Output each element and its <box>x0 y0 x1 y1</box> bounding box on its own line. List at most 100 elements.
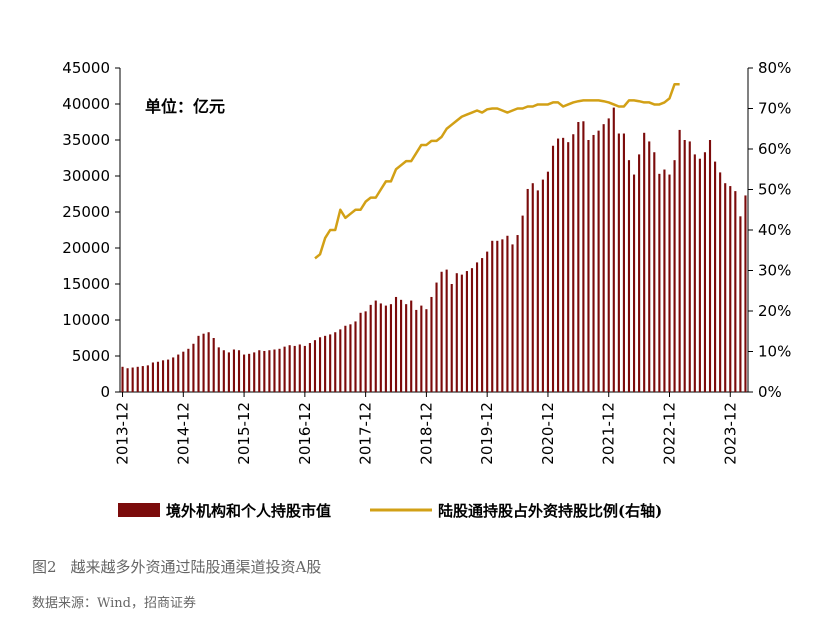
bar <box>734 191 737 392</box>
bar <box>141 366 144 392</box>
bar <box>177 354 180 392</box>
bar <box>339 329 342 392</box>
bar <box>541 179 544 392</box>
bar <box>217 347 220 392</box>
legend: 境外机构和个人持股市值 陆股通持股占外资持股比例(右轴) <box>118 502 662 520</box>
bar <box>622 133 625 392</box>
bar <box>663 169 666 392</box>
left-tick-label: 10000 <box>62 311 110 329</box>
bar <box>288 345 291 392</box>
bar <box>739 216 742 392</box>
left-tick-label: 30000 <box>62 167 110 185</box>
bar <box>232 349 236 392</box>
bar <box>308 343 311 392</box>
bar <box>207 332 210 392</box>
bar <box>703 152 707 392</box>
left-tick-label: 20000 <box>62 239 110 257</box>
bar <box>719 172 722 392</box>
bar <box>243 354 246 392</box>
bar <box>567 142 570 392</box>
x-tick-label: 2015-12 <box>235 402 253 465</box>
bar <box>643 132 646 393</box>
bar <box>546 171 550 392</box>
bar <box>273 349 276 392</box>
bar <box>283 346 286 392</box>
bar <box>496 240 499 392</box>
bar <box>572 134 575 393</box>
bar <box>425 309 428 392</box>
bar <box>156 361 160 392</box>
bar <box>161 360 165 392</box>
ratio-line <box>314 82 680 260</box>
right-tick-label: 50% <box>758 181 791 199</box>
x-tick-label: 2016-12 <box>296 402 314 465</box>
bar <box>632 174 636 392</box>
x-tick-label: 2020-12 <box>539 402 557 465</box>
bar <box>516 235 519 392</box>
bar <box>708 140 712 392</box>
bar <box>248 353 251 392</box>
bar <box>405 304 408 392</box>
bar <box>415 309 418 392</box>
bar <box>577 122 580 392</box>
legend-bar-swatch <box>118 503 160 517</box>
bar <box>714 161 717 392</box>
right-tick-label: 40% <box>758 221 791 239</box>
bar <box>582 121 585 392</box>
bar <box>227 352 230 392</box>
right-tick-label: 70% <box>758 100 791 118</box>
bar <box>278 348 281 392</box>
right-tick-label: 10% <box>758 343 791 361</box>
bar <box>324 335 327 392</box>
bar <box>172 357 175 392</box>
bar <box>501 239 504 392</box>
bar <box>465 271 468 392</box>
bar <box>638 154 641 392</box>
bar <box>668 174 671 392</box>
bar <box>334 332 337 392</box>
bar <box>359 312 362 392</box>
bar <box>379 303 382 392</box>
bar <box>597 130 600 392</box>
figure-caption: 图2 越来越多外资通过陆股通渠道投资A股 <box>32 556 321 577</box>
right-tick-label: 0% <box>758 383 782 401</box>
bar <box>602 124 605 392</box>
bar <box>511 244 514 392</box>
bar <box>744 195 747 392</box>
bar <box>263 350 266 392</box>
bar <box>329 334 332 392</box>
bar <box>298 344 301 392</box>
bar <box>222 350 225 392</box>
left-tick-label: 45000 <box>62 59 110 77</box>
bar <box>475 262 479 392</box>
bar <box>648 141 651 392</box>
x-tick-label: 2019-12 <box>478 402 496 465</box>
bar <box>349 324 352 392</box>
bar <box>678 129 681 393</box>
bar <box>364 311 367 392</box>
left-tick-label: 40000 <box>62 95 110 113</box>
x-tick-label: 2023-12 <box>721 402 739 465</box>
bar <box>136 366 139 392</box>
bar <box>430 296 433 392</box>
bar <box>126 368 129 392</box>
bar <box>344 325 347 392</box>
bar <box>318 337 322 392</box>
bar <box>197 335 200 392</box>
bar <box>698 158 701 392</box>
bar <box>389 304 393 392</box>
bar <box>293 345 296 392</box>
bar <box>400 299 403 392</box>
bar <box>420 305 423 392</box>
bar <box>486 251 489 392</box>
bar <box>450 284 453 392</box>
x-tick-label: 2022-12 <box>661 402 679 465</box>
bar <box>369 304 372 392</box>
right-tick-label: 80% <box>758 59 791 77</box>
tick-labels: 0 5000 10000 15000 20000 25000 30000 35000 40000… <box>62 59 791 465</box>
figure-number: 图2 <box>32 558 57 576</box>
bar <box>187 348 190 392</box>
legend-line-label: 陆股通持股占外资持股比例(右轴) <box>438 502 662 520</box>
bar <box>470 268 474 392</box>
bar <box>354 321 357 392</box>
